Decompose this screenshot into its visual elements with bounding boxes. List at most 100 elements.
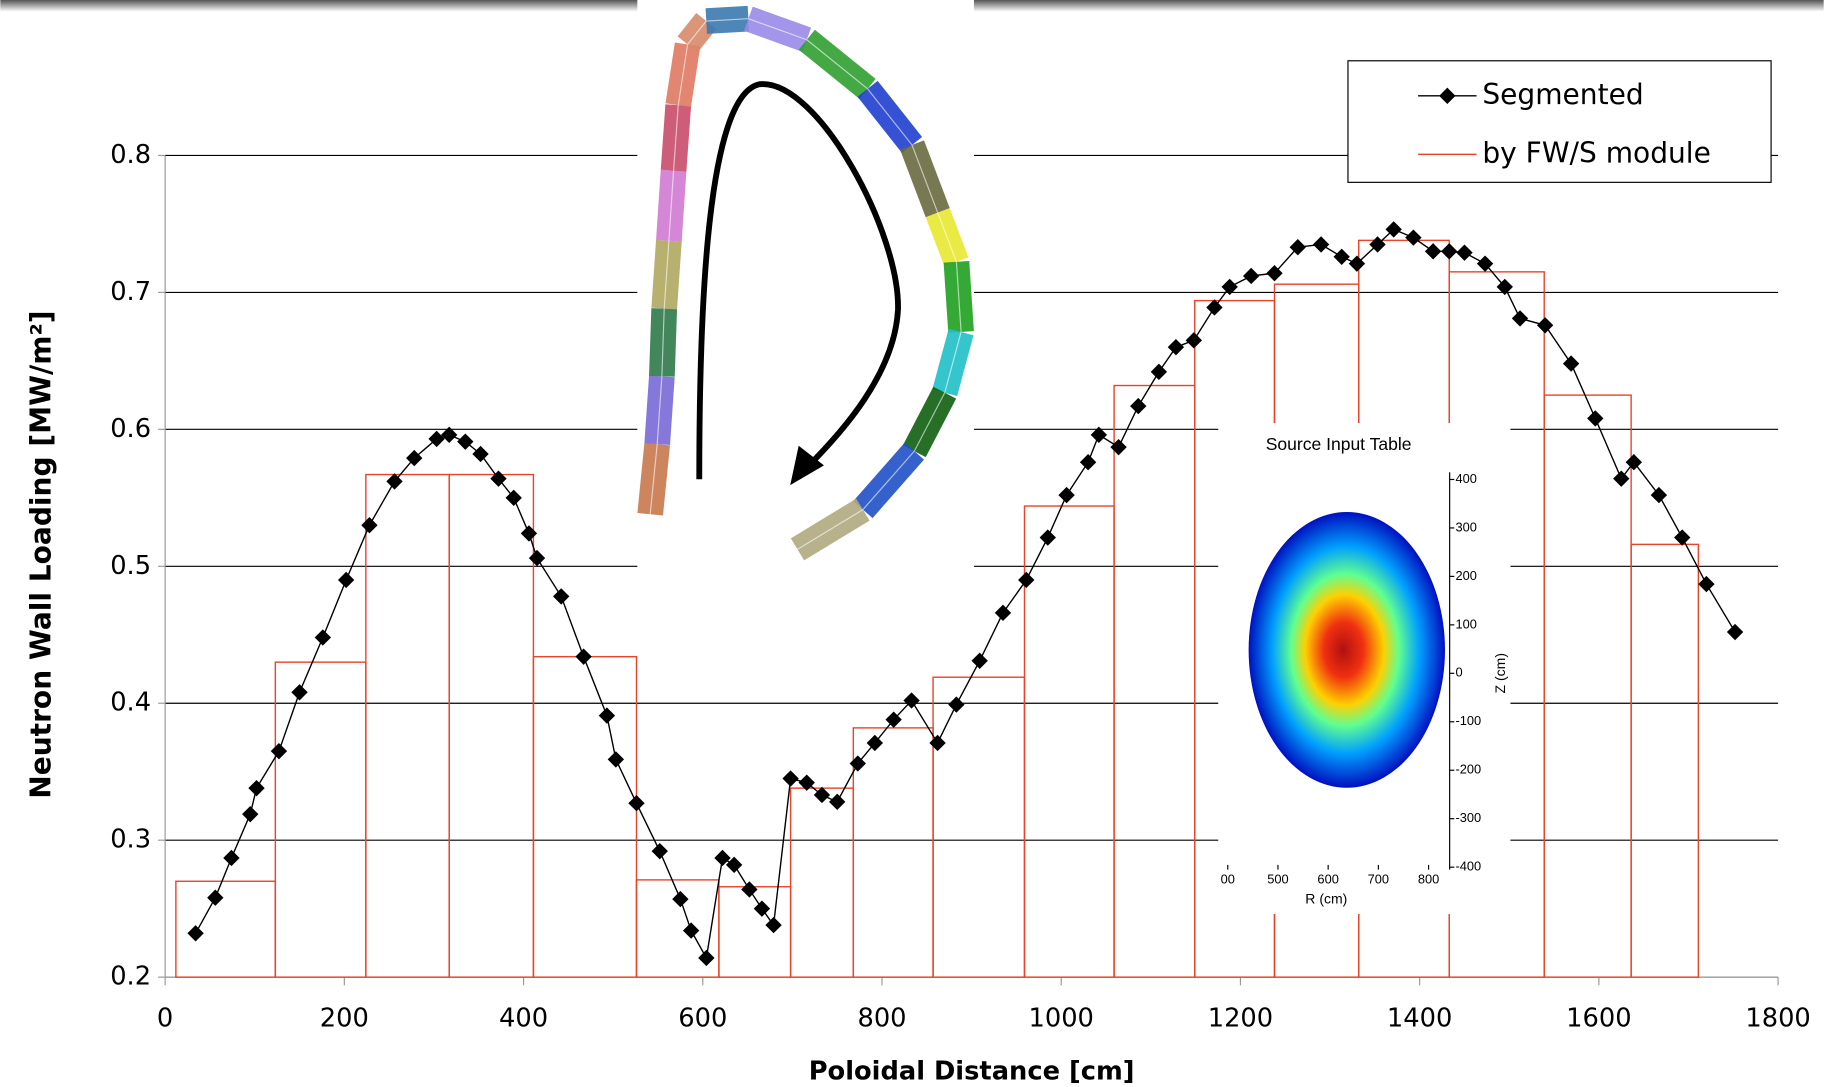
x-tick-label: 1800 [1745, 1004, 1810, 1034]
step-bar [274, 661, 367, 978]
inset-x-tick-label: 700 [1368, 872, 1389, 887]
blanket-segment-edge [955, 261, 962, 332]
marker [1441, 243, 1458, 260]
marker [457, 433, 474, 450]
y-axis-label: Neutron Wall Loading [MW/m²] [24, 310, 57, 798]
inset-x-tick-label: 00 [1221, 872, 1235, 887]
blanket-segment-edge [687, 20, 707, 45]
inset-y-tick-label: -200 [1456, 762, 1482, 777]
marker [490, 470, 507, 487]
step-bar [1630, 543, 1700, 978]
marker [1348, 255, 1366, 272]
marker [1456, 244, 1473, 261]
inset-y-tick-label: 400 [1456, 471, 1477, 486]
blanket-segment-edge [706, 18, 749, 22]
step-bar [175, 880, 277, 978]
marker [714, 849, 731, 867]
y-tick-label: 0.5 [110, 551, 151, 581]
y-tick-label: 0.4 [110, 688, 151, 718]
legend: Segmented by FW/S module [1347, 60, 1772, 183]
marker [1726, 623, 1744, 641]
marker [1405, 229, 1422, 246]
blanket-segment-edge [663, 240, 670, 309]
x-tick-label: 1400 [1387, 1004, 1452, 1034]
blanket-segment-edge [913, 392, 946, 452]
x-tick-label: 600 [678, 1004, 727, 1034]
marker [1424, 243, 1442, 260]
y-tick-label: 0.2 [110, 962, 151, 992]
inset-y-tick-label: 0 [1456, 665, 1463, 680]
marker [1185, 332, 1203, 349]
legend-label: by FW/S module [1482, 136, 1710, 169]
blanket-segment-edge [862, 450, 915, 510]
marker [782, 770, 799, 787]
y-tick-label: 0.8 [110, 140, 151, 170]
marker [505, 489, 522, 507]
step-bar [448, 473, 535, 978]
marker [1058, 486, 1075, 504]
marker [753, 900, 771, 917]
x-tick-label: 1200 [1208, 1004, 1273, 1034]
step-bar [932, 676, 1026, 978]
poloidal-arrowhead [790, 445, 824, 486]
blanket-segment-edge [937, 212, 957, 263]
marker [866, 734, 884, 752]
step-bar [1023, 505, 1115, 978]
marker [885, 711, 902, 728]
marker [903, 692, 920, 709]
blanket-segment-edge [668, 170, 675, 241]
x-tick-label: 800 [857, 1004, 906, 1034]
blanket-segment-edge [649, 444, 658, 515]
marker [994, 604, 1012, 622]
marker [849, 755, 866, 772]
marker [248, 779, 265, 797]
blanket-segment-edge [656, 376, 663, 445]
marker [1110, 438, 1127, 456]
marker [672, 890, 689, 908]
blanket-segment-edge [661, 308, 665, 377]
x-tick-label: 400 [499, 1004, 548, 1034]
legend-label: Segmented [1482, 78, 1643, 111]
marker [242, 805, 259, 823]
y-tick-label: 0.7 [110, 277, 151, 307]
marker [813, 786, 831, 804]
marker [553, 588, 570, 605]
marker [1650, 486, 1668, 504]
marker [1150, 363, 1168, 381]
inset-x-label: R (cm) [1305, 891, 1347, 907]
marker [314, 629, 332, 646]
step-bar [789, 787, 855, 978]
marker [1243, 267, 1260, 285]
marker [1079, 454, 1097, 471]
blanket-segment-edge [911, 144, 939, 213]
marker [1674, 529, 1691, 546]
inset-title: Source Input Table [1266, 434, 1412, 454]
blanket-inset [637, 0, 974, 576]
marker [575, 648, 592, 665]
x-tick-label: 1000 [1029, 1004, 1094, 1034]
x-axis-label: Poloidal Distance [cm] [809, 1056, 1135, 1086]
step-bar [365, 473, 450, 978]
marker [1476, 255, 1494, 272]
marker [1625, 454, 1643, 471]
step-bar [1113, 384, 1196, 978]
marker [741, 881, 758, 898]
marker [1312, 236, 1330, 253]
x-tick-label: 200 [320, 1004, 369, 1034]
marker [472, 445, 489, 463]
blanket-segment-edge [748, 18, 808, 41]
marker [1130, 397, 1147, 415]
marker [682, 922, 700, 939]
marker [971, 652, 988, 669]
marker [628, 795, 645, 812]
marker [651, 842, 668, 860]
blanket-segment-edge [867, 88, 913, 146]
step-bar [532, 655, 638, 978]
poloidal-arrow [696, 81, 901, 480]
inset-x-tick-label: 800 [1418, 872, 1439, 887]
marker [1369, 236, 1386, 253]
marker [929, 734, 946, 752]
marker [948, 696, 965, 713]
